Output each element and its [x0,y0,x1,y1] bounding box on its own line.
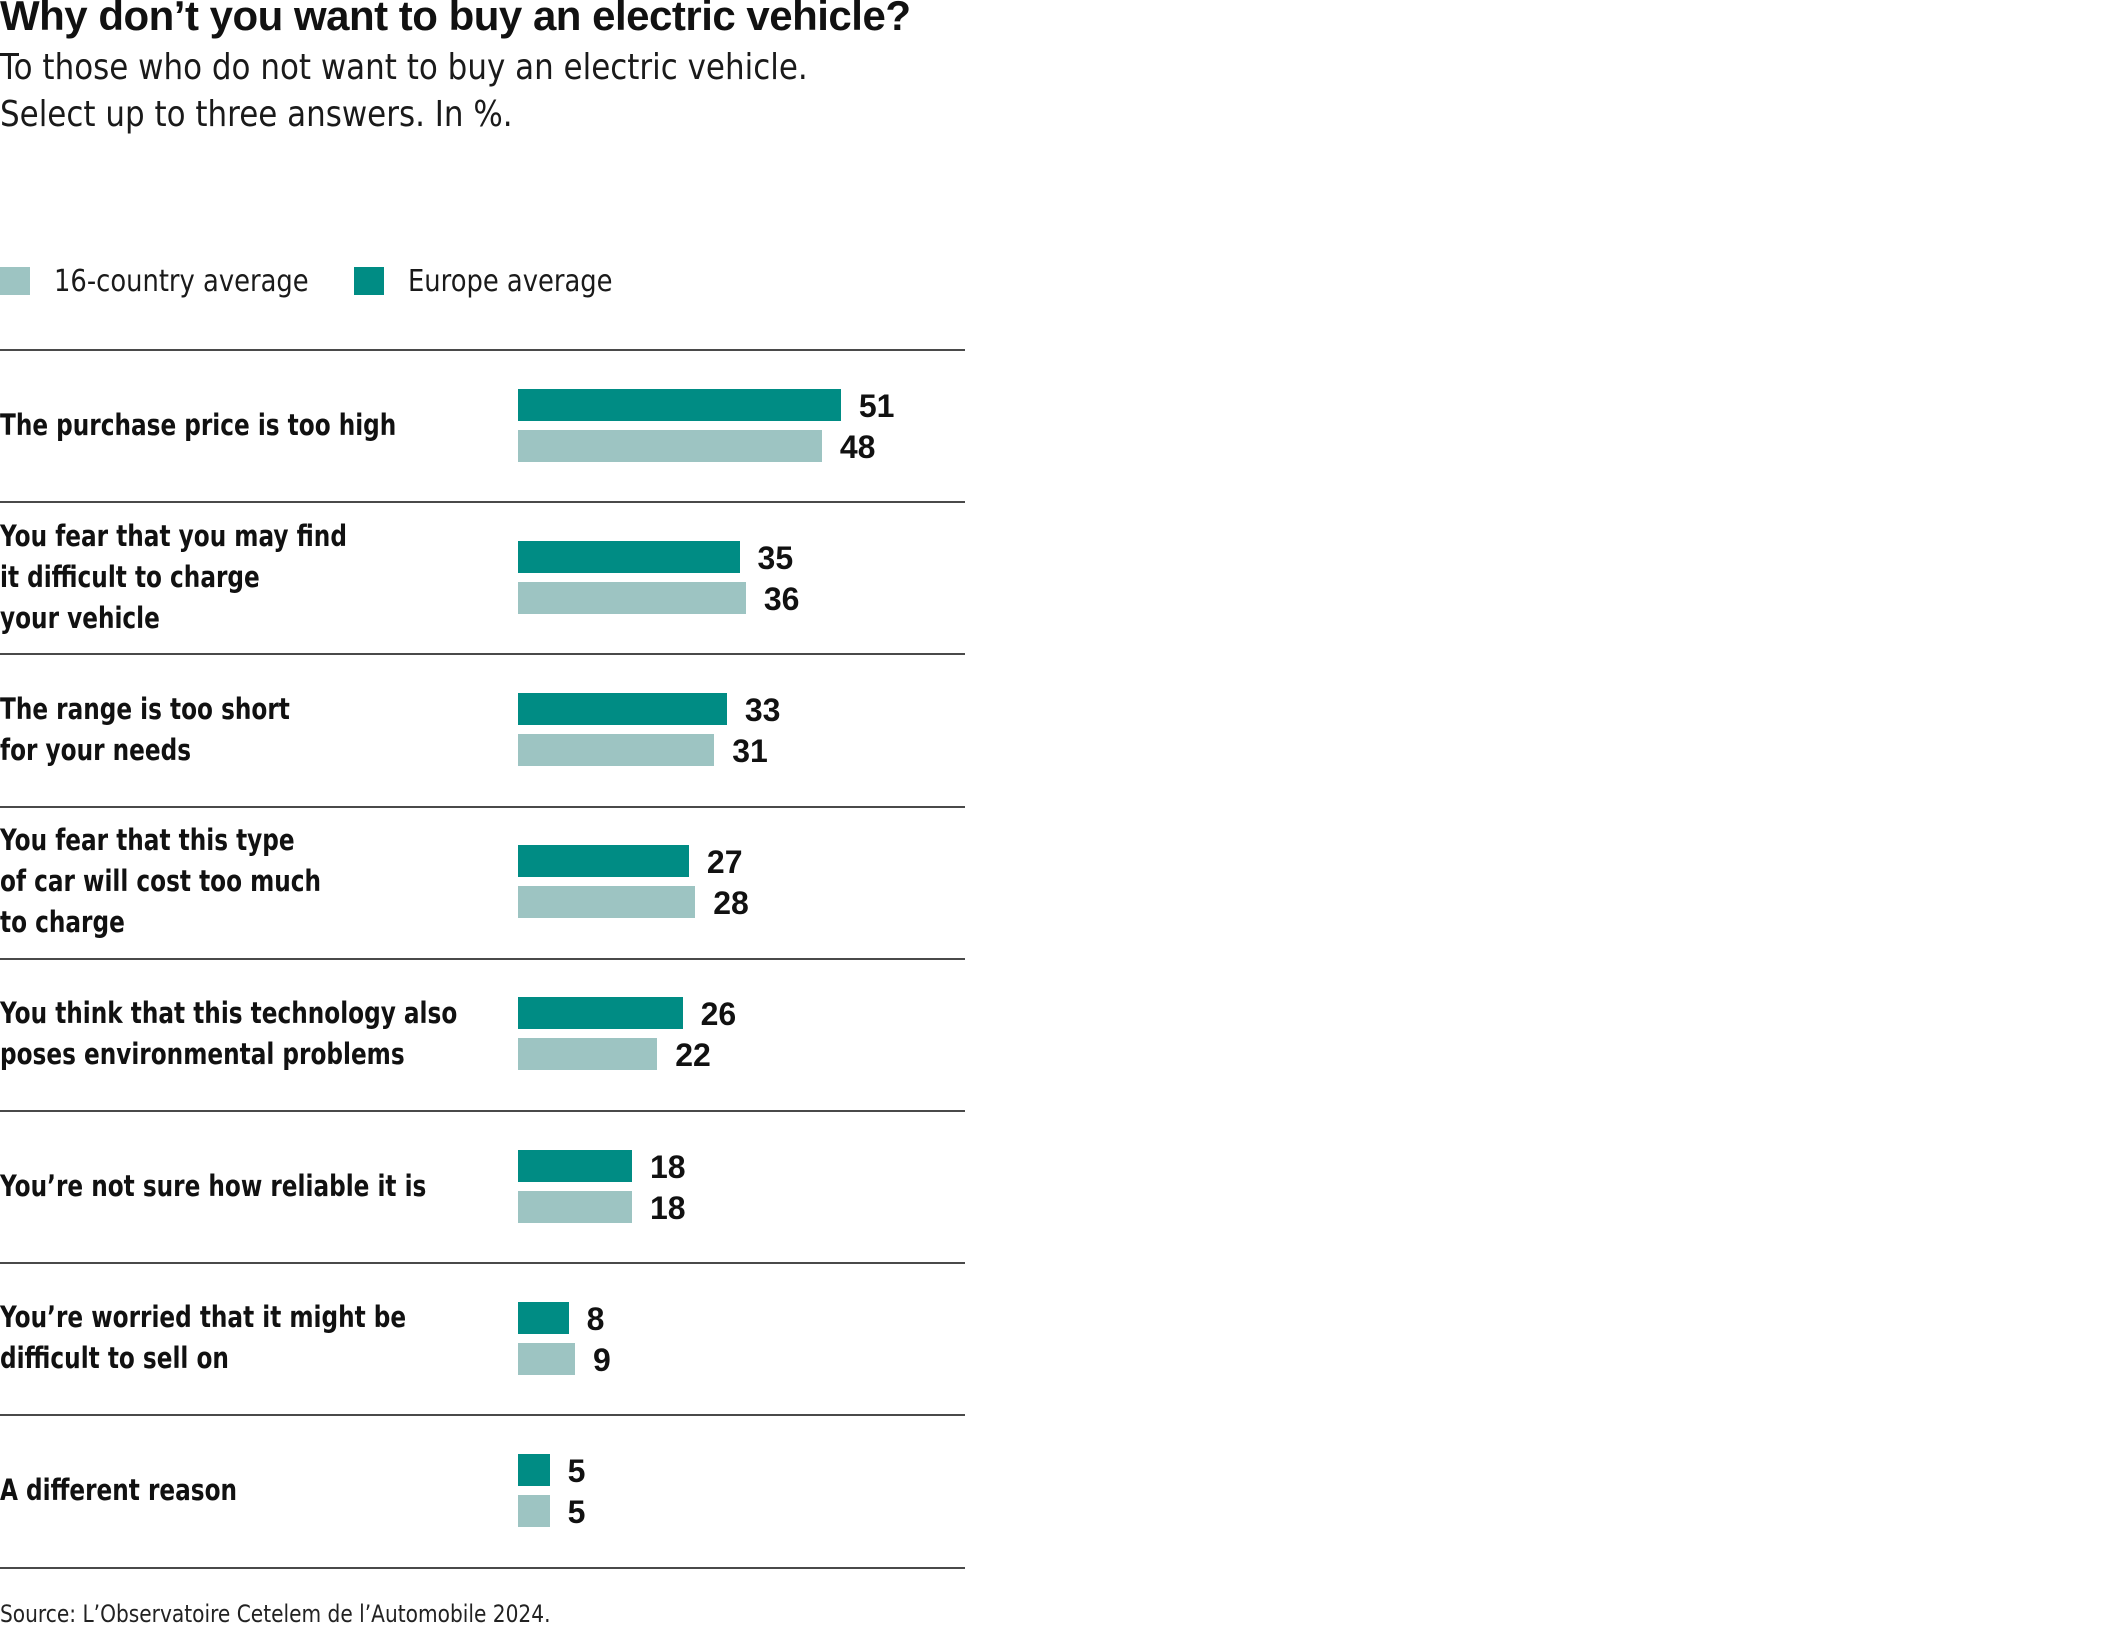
category-label-line: poses environmental problems [0,1036,405,1071]
value-label-16-country: 18 [649,1189,686,1226]
value-label-16-country: 48 [839,428,876,465]
value-label-europe: 5 [567,1453,586,1489]
value-label-europe: 18 [649,1148,686,1185]
chart-subtitle: To those who do not want to buy an elect… [0,44,808,138]
category-label: The purchase price is too high [0,405,396,446]
category-label-line: it difficult to charge [0,559,260,594]
value-label-16-country: 28 [713,885,749,922]
row-divider [0,501,965,504]
legend-swatch-16-country [0,267,30,295]
category-label-line: A different reason [0,1473,238,1507]
bar-europe-average [518,1454,550,1486]
legend-label-europe: Europe average [408,263,613,299]
value-label-europe: 33 [744,692,781,728]
category-label: You’re not sure how reliable it is [0,1166,426,1207]
bar-europe-average [518,388,841,421]
category-label-line: of car will cost too much [0,864,322,899]
category-label: The range is too short for your needs [0,689,290,771]
row-divider [0,1414,965,1417]
value-label-europe: 26 [700,996,737,1033]
value-label-europe: 27 [706,844,743,881]
bar-16-country-average [518,1342,575,1375]
bar-europe-average [518,1301,569,1334]
bar-16-country-average [518,1190,632,1223]
category-label-line: You think that this technology also [0,995,458,1030]
row-divider [0,805,965,808]
category-label-line: The range is too short [0,691,290,726]
category-label-line: your vehicle [0,600,160,635]
row-divider [0,1566,965,1569]
category-label-line: difficult to sell on [0,1341,229,1376]
chart-title: Why don’t you want to buy an electric ve… [0,0,911,39]
value-label-16-country: 22 [675,1037,711,1074]
value-label-16-country: 9 [592,1341,611,1378]
value-label-16-country: 36 [763,580,800,617]
subtitle-line-1: To those who do not want to buy an elect… [0,47,808,88]
bar-europe-average [518,1149,632,1182]
value-label-16-country: 5 [567,1494,586,1530]
category-label-line: You’re worried that it might be [0,1300,407,1335]
bar-16-country-average [518,429,822,462]
value-label-16-country: 31 [732,733,768,769]
legend: 16-country average Europe average [0,263,646,299]
category-label-line: You fear that this type [0,823,295,858]
bar-europe-average [518,845,689,878]
value-label-europe: 35 [757,539,794,576]
row-divider [0,1110,965,1112]
row-divider [0,653,965,656]
value-label-europe: 51 [858,387,895,424]
bar-16-country-average [518,886,696,919]
bar-16-country-average [518,581,746,614]
bar-europe-average [518,540,740,573]
category-label-line: The purchase price is too high [0,407,397,442]
value-label-europe: 8 [586,1300,605,1337]
bar-europe-average [518,693,727,725]
row-divider [0,957,965,960]
bar-16-country-average [518,1038,658,1071]
category-label-line: You’re not sure how reliable it is [0,1168,427,1203]
bar-europe-average [518,997,683,1030]
category-label: A different reason [0,1470,237,1511]
category-label-line: for your needs [0,732,192,767]
subtitle-line-2: Select up to three answers. In %. [0,94,513,135]
category-label: You’re worried that it might be difficult… [0,1297,406,1379]
row-divider [0,349,965,351]
legend-swatch-europe [354,267,384,295]
category-label-line: You fear that you may find [0,518,347,553]
legend-label-16-country: 16-country average [54,263,309,299]
category-label: You fear that this type of car will cost … [0,820,321,943]
source-note: Source: L’Observatoire Cetelem de l’Auto… [0,1600,551,1628]
bar-16-country-average [518,734,715,766]
category-label-line: to charge [0,905,125,940]
category-label: You think that this technology also poses… [0,993,457,1075]
bar-16-country-average [518,1495,550,1527]
row-divider [0,1262,965,1265]
category-label: You fear that you may find it difficult t… [0,516,347,639]
